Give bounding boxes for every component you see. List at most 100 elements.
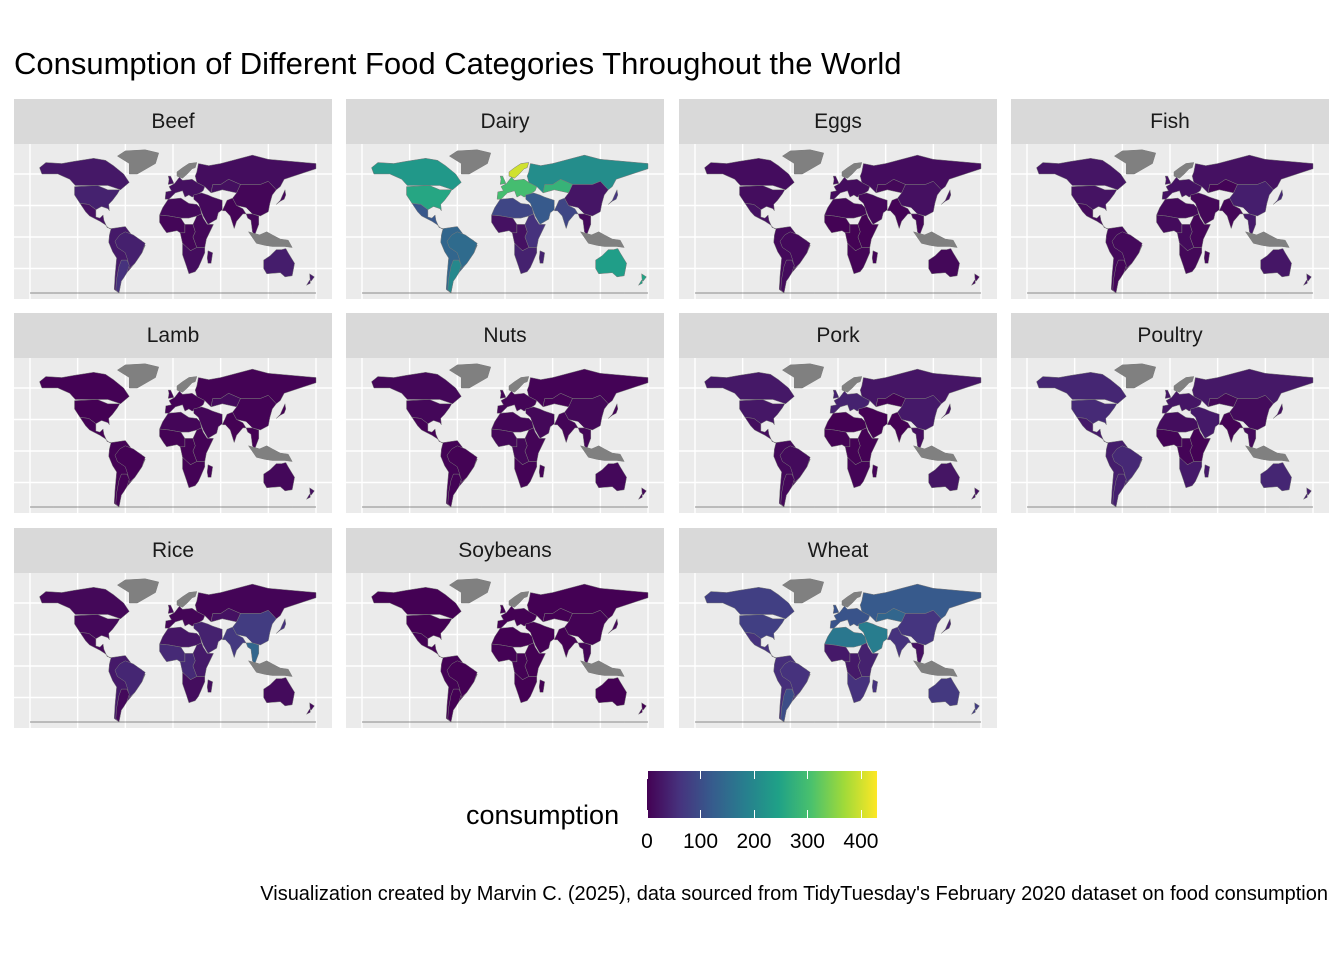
- legend-tick: [807, 771, 809, 818]
- region-me: [858, 621, 888, 654]
- region-in: [553, 197, 579, 230]
- region-naf: [159, 626, 202, 648]
- region-cn: [232, 181, 277, 217]
- region-au: [595, 462, 627, 492]
- legend-tick: [860, 771, 862, 818]
- region-au: [928, 677, 960, 707]
- region-jp: [941, 188, 952, 205]
- region-uk: [499, 389, 507, 399]
- region-jp: [276, 617, 287, 634]
- region-uk: [167, 389, 175, 399]
- region-nord: [176, 162, 198, 179]
- region-nz: [305, 487, 315, 500]
- region-ca_as: [875, 393, 906, 408]
- region-au: [928, 248, 960, 278]
- region-cn: [232, 610, 277, 646]
- region-ca_as: [1207, 393, 1238, 408]
- region-cn: [897, 181, 942, 217]
- region-cn: [564, 181, 609, 217]
- region-us: [406, 614, 453, 641]
- region-saf: [514, 242, 538, 275]
- legend-tick-label: 0: [641, 830, 653, 853]
- facet-panel-poultry: Poultry: [1011, 313, 1329, 513]
- region-us: [406, 399, 453, 426]
- region-saf: [1179, 242, 1203, 275]
- region-sea: [245, 642, 260, 665]
- region-mad: [871, 464, 878, 478]
- legend-colorbar: [647, 771, 877, 818]
- region-uk: [832, 604, 840, 614]
- region-na: [371, 587, 462, 620]
- legend-tick-label: 100: [682, 830, 719, 853]
- region-caf: [511, 653, 530, 681]
- region-na: [1036, 372, 1127, 405]
- world-map: [679, 144, 997, 299]
- region-sea: [245, 427, 260, 450]
- region-us: [1071, 399, 1118, 426]
- region-nz: [305, 702, 315, 715]
- region-nord: [508, 591, 530, 608]
- region-nz: [637, 487, 647, 500]
- region-in: [221, 197, 247, 230]
- region-sea: [910, 642, 925, 665]
- region-ido: [1244, 231, 1290, 248]
- legend-tick: [647, 771, 648, 818]
- region-na: [704, 587, 795, 620]
- region-ca_as: [210, 608, 241, 623]
- region-naf: [491, 197, 534, 219]
- region-me: [1190, 192, 1220, 225]
- region-greenland: [116, 578, 160, 604]
- region-nz: [970, 702, 980, 715]
- region-mad: [1203, 250, 1210, 264]
- region-nz: [970, 273, 980, 286]
- region-sea: [245, 213, 260, 236]
- region-na: [39, 587, 130, 620]
- region-ido: [912, 445, 958, 462]
- facet-panel-lamb: Lamb: [14, 313, 332, 513]
- world-map: [1011, 358, 1329, 513]
- region-cn: [897, 395, 942, 431]
- region-cn: [564, 610, 609, 646]
- facet-panel-fish: Fish: [1011, 99, 1329, 299]
- region-ca_as: [210, 393, 241, 408]
- region-cn: [232, 395, 277, 431]
- region-in: [1218, 411, 1244, 444]
- region-us: [74, 614, 121, 641]
- region-in: [553, 411, 579, 444]
- region-naf: [159, 411, 202, 433]
- region-ido: [579, 445, 625, 462]
- world-map: [346, 573, 664, 728]
- region-jp: [276, 402, 287, 419]
- region-nord: [1173, 376, 1195, 393]
- region-na: [704, 158, 795, 191]
- region-mad: [871, 679, 878, 693]
- legend-tick-label: 400: [843, 830, 879, 853]
- region-in: [553, 626, 579, 659]
- region-jp: [608, 617, 619, 634]
- region-ido: [579, 660, 625, 677]
- region-mad: [538, 250, 545, 264]
- region-mx: [411, 417, 444, 443]
- region-cn: [897, 610, 942, 646]
- region-in: [221, 626, 247, 659]
- chart-title: Consumption of Different Food Categories…: [14, 46, 902, 81]
- facet-label: Rice: [14, 528, 332, 573]
- facet-panel-wheat: Wheat: [679, 528, 997, 728]
- region-ca_as: [1207, 179, 1238, 194]
- region-saf: [182, 456, 206, 489]
- region-greenland: [116, 363, 160, 389]
- legend-tick: [700, 771, 702, 818]
- region-ido: [912, 660, 958, 677]
- region-mx: [79, 417, 112, 443]
- region-nz: [637, 273, 647, 286]
- region-ca_as: [875, 179, 906, 194]
- facet-panel-beef: Beef: [14, 99, 332, 299]
- region-uk: [499, 175, 507, 185]
- facet-panel-dairy: Dairy: [346, 99, 664, 299]
- facet-label: Beef: [14, 99, 332, 144]
- region-mx: [79, 632, 112, 658]
- region-us: [739, 399, 786, 426]
- region-au: [1260, 248, 1292, 278]
- region-in: [886, 411, 912, 444]
- region-ido: [912, 231, 958, 248]
